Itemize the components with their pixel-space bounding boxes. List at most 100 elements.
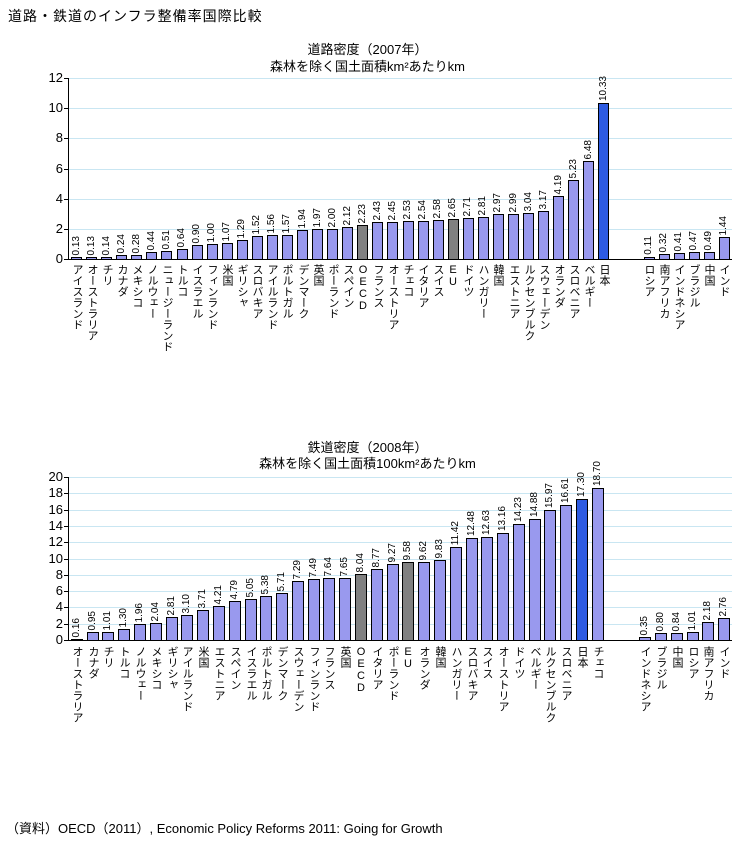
gridline (69, 477, 732, 478)
x-axis-label: アイルランド (266, 264, 278, 330)
bar (357, 225, 368, 259)
bar (181, 615, 193, 640)
x-axis-label: 韓国 (434, 646, 446, 668)
bar (355, 574, 367, 640)
x-axis-label: ポルトガル (281, 264, 293, 319)
bar-value-label: 2.00 (327, 207, 338, 227)
ytick-mark (64, 493, 69, 494)
x-axis-labels: オーストラリア カナダ チリ トルコ ノルウェー メキシコ ギリシャ アイルランド 米国 エストニ… (68, 644, 731, 809)
bar-value-label: 4.19 (553, 174, 564, 194)
bar (282, 235, 293, 259)
bar-value-label: 1.97 (312, 207, 323, 227)
gridline (69, 169, 732, 170)
ytick-label: 14 (48, 518, 63, 533)
bar-value-label: 0.90 (191, 223, 202, 243)
x-axis-label: メキシコ (131, 264, 143, 308)
x-axis-label: スペイン (229, 646, 241, 690)
x-axis-label: インド (718, 646, 730, 679)
bar (719, 237, 730, 259)
bar (102, 632, 114, 640)
x-axis-label: 米国 (197, 646, 209, 668)
bar-value-label: 1.52 (251, 214, 262, 234)
ytick-label: 12 (48, 534, 63, 549)
x-axis-label: オランダ (418, 646, 430, 690)
chart-title: 道路密度（2007年） (307, 42, 428, 57)
x-axis-label: ポーランド (387, 646, 399, 701)
bar (560, 505, 572, 640)
x-axis-label: ベルギー (529, 646, 541, 690)
bar-value-label: 2.45 (387, 200, 398, 220)
ytick-mark (64, 526, 69, 527)
bar (267, 235, 278, 259)
x-axis-labels: アイスランド オーストラリア チリ カナダ メキシコ ノルウェー ニュージーランド トルコ イス… (68, 262, 731, 422)
bar (659, 254, 670, 259)
ytick-label: 18 (48, 485, 63, 500)
x-axis-label: スロバキア (251, 264, 263, 319)
bar (131, 255, 142, 259)
x-axis-label: ギリシャ (166, 646, 178, 690)
x-axis-label: スイス (432, 264, 444, 297)
gridline (69, 229, 732, 230)
bar (481, 537, 493, 640)
x-axis-label: フィンランド (206, 264, 218, 330)
x-axis-label: アイスランド (71, 264, 83, 330)
bar-value-label: 1.96 (134, 602, 145, 622)
x-axis-label: デンマーク (276, 646, 288, 701)
bar (146, 252, 157, 259)
bar-value-label: 13.16 (497, 505, 508, 531)
gridline (69, 607, 732, 608)
x-axis-label: ルクセンブルク (523, 264, 535, 341)
x-axis-label: ニュージーランド (161, 264, 173, 352)
bar-value-label: 1.56 (266, 213, 277, 233)
plot-area: 0 2 4 6 8 10 12 0.13 0.13 0.14 0.24 0.28 0.44 0.51 0.6… (49, 70, 732, 266)
bar (434, 560, 446, 640)
bar (674, 253, 685, 259)
x-axis-label: インド (718, 264, 730, 297)
bar-value-label: 9.58 (402, 540, 413, 560)
bar-value-label: 5.38 (260, 574, 271, 594)
bar (86, 257, 97, 259)
x-axis-label: エストニア (508, 264, 520, 319)
bar-value-label: 0.41 (673, 231, 684, 251)
bar (508, 214, 519, 259)
x-axis-label: スイス (481, 646, 493, 679)
ytick-label: 2 (55, 616, 63, 631)
x-axis-label: スウェーデン (538, 264, 550, 330)
bar-value-label: 0.11 (643, 236, 654, 255)
bar (229, 601, 241, 640)
bar (553, 196, 564, 259)
bar-value-label: 14.88 (529, 491, 540, 517)
x-axis-label: イタリア (371, 646, 383, 690)
x-axis-label: チェコ (402, 264, 414, 297)
gridline (69, 559, 732, 560)
x-axis-label: エストニア (213, 646, 225, 701)
x-axis-label: イタリア (417, 264, 429, 308)
x-axis-label: ハンガリー (477, 264, 489, 319)
bar (276, 593, 288, 640)
bar-value-label: 5.23 (568, 158, 579, 178)
bar (671, 633, 683, 640)
x-axis-label: オーストラリア (71, 646, 83, 723)
bar-value-label: 2.23 (357, 203, 368, 223)
x-axis-label: ポーランド (327, 264, 339, 319)
x-axis-label: トルコ (118, 646, 130, 679)
x-axis-label: ロシア (687, 646, 699, 679)
chart-title: 鉄道密度（2008年） (307, 440, 428, 455)
ytick-mark (64, 229, 69, 230)
x-axis-label: チェコ (592, 646, 604, 679)
bar (644, 257, 655, 259)
bar (177, 249, 188, 259)
bar (598, 103, 609, 259)
bar-value-label: 9.27 (387, 542, 398, 562)
bar-value-label: 1.01 (687, 610, 698, 630)
bar-value-label: 2.65 (447, 197, 458, 217)
bar-value-label: 0.47 (688, 230, 699, 250)
x-axis-label: 南アフリカ (658, 264, 670, 319)
ytick-mark (64, 108, 69, 109)
bar (448, 219, 459, 259)
bar-value-label: 2.58 (432, 198, 443, 218)
x-axis-label: インドネシア (639, 646, 651, 712)
x-axis-label: スウェーデン (292, 646, 304, 712)
bar (387, 564, 399, 640)
ytick-mark (64, 477, 69, 478)
